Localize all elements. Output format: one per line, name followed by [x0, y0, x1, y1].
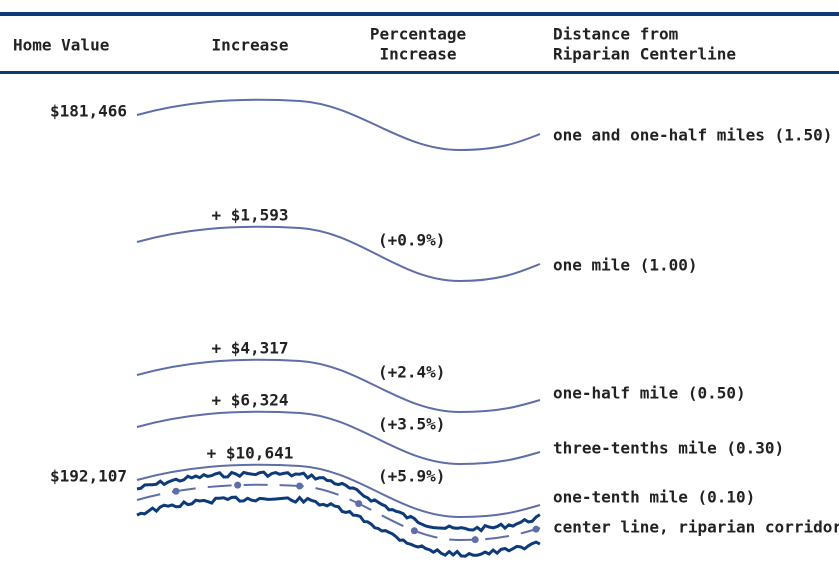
increase: + $10,641 — [207, 444, 294, 463]
curve — [136, 98, 541, 152]
header-rule — [0, 71, 839, 74]
curve — [136, 463, 541, 519]
increase: + $1,593 — [211, 206, 288, 225]
header: Riparian Centerline — [553, 45, 736, 64]
percent: (+5.9%) — [378, 467, 445, 486]
center-line — [136, 483, 541, 542]
center-dot — [471, 536, 479, 544]
percent: (+3.5%) — [378, 415, 445, 434]
distance: one-tenth mile (0.10) — [553, 488, 755, 507]
center-dot — [532, 525, 540, 533]
percent: (+2.4%) — [378, 363, 445, 382]
increase: + $6,324 — [211, 391, 288, 410]
center-dot — [410, 527, 418, 535]
center-dot — [296, 482, 304, 490]
distance: three-tenths mile (0.30) — [553, 439, 784, 458]
center-dots — [172, 481, 540, 544]
curve — [136, 225, 541, 283]
distance: one mile (1.00) — [553, 256, 698, 275]
header: Percentage — [370, 25, 466, 44]
curve — [136, 410, 541, 466]
center-dot — [234, 481, 242, 489]
home-value: $192,107 — [50, 467, 127, 486]
header: Distance from — [553, 25, 679, 44]
center-line-label: center line, riparian corridor — [553, 518, 839, 537]
header: Home Value — [13, 36, 109, 55]
center-dot — [172, 487, 180, 495]
header: Increase — [211, 36, 288, 55]
top-rule — [0, 12, 839, 16]
distance: one and one-half miles (1.50) — [553, 126, 832, 145]
home-value: $181,466 — [50, 102, 127, 121]
center-dot — [355, 500, 363, 508]
percent: (+0.9%) — [378, 231, 445, 250]
curve — [136, 358, 541, 414]
header: Increase — [379, 45, 456, 64]
increase: + $4,317 — [211, 339, 288, 358]
corridor-edge — [136, 470, 541, 533]
distance: one-half mile (0.50) — [553, 384, 746, 403]
corridor-edge — [136, 495, 541, 558]
